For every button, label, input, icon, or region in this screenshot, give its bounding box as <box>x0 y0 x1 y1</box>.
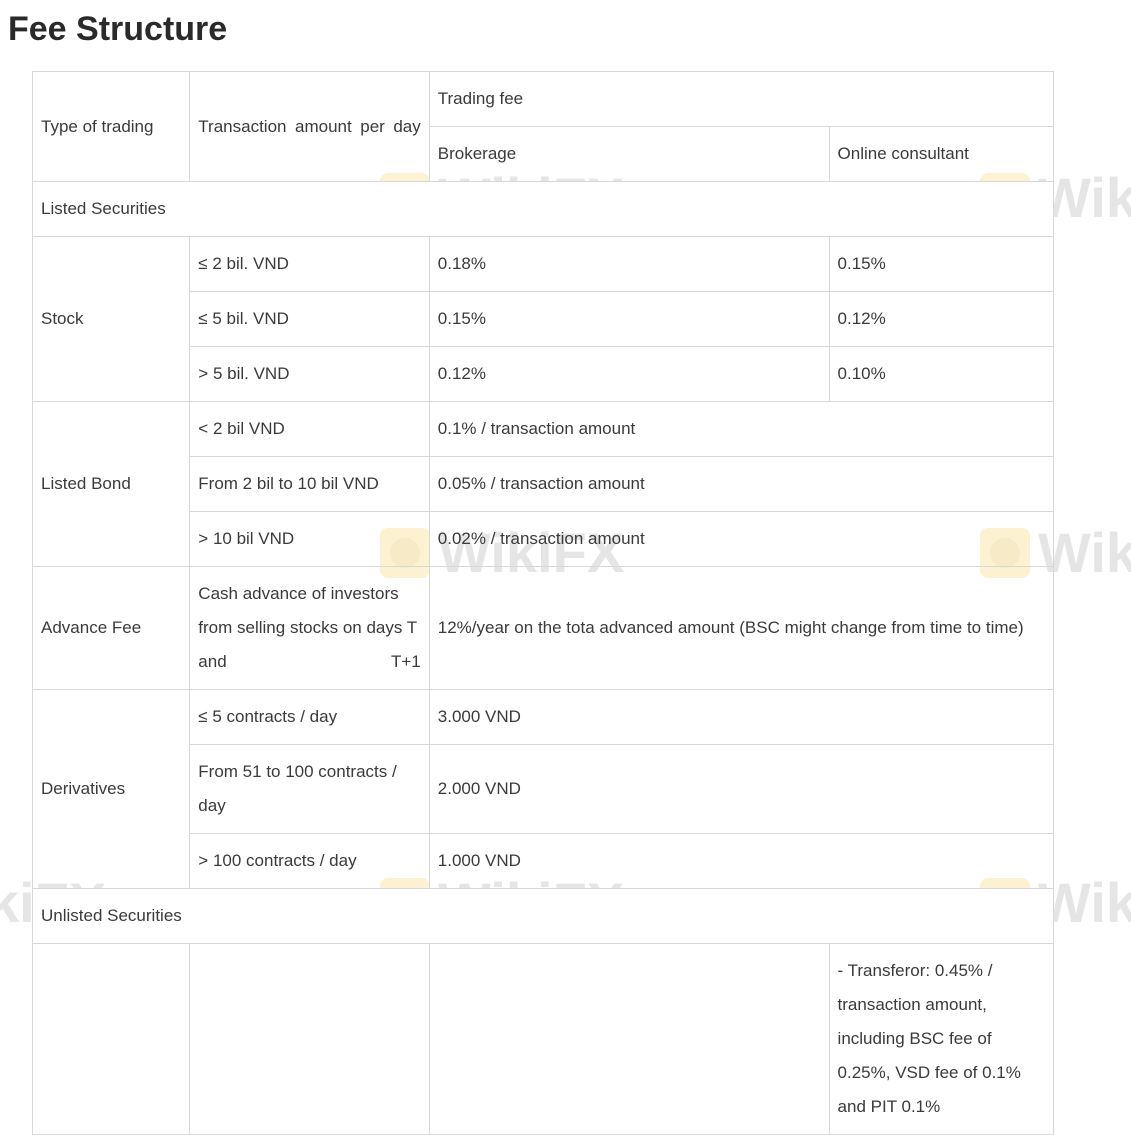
cell-amt: ≤ 2 bil. VND <box>190 237 429 292</box>
cell-online: 0.15% <box>829 237 1053 292</box>
section-unlisted-label: Unlisted Securities <box>33 889 1054 944</box>
cell-amt: ≤ 5 contracts / day <box>190 690 429 745</box>
cell-brokerage: 0.12% <box>429 347 829 402</box>
header-amount: Transaction amount per day <box>190 72 429 182</box>
header-brokerage: Brokerage <box>429 127 829 182</box>
cell-fee: 0.02% / transaction amount <box>429 512 1053 567</box>
cell-amt: > 10 bil VND <box>190 512 429 567</box>
table-row: Advance Fee Cash advance of investors fr… <box>33 567 1054 690</box>
table-header-row: Type of trading Transaction amount per d… <box>33 72 1054 127</box>
cell-amt: > 5 bil. VND <box>190 347 429 402</box>
section-unlisted: Unlisted Securities <box>33 889 1054 944</box>
cell-fee: 2.000 VND <box>429 745 1053 834</box>
cell-brokerage: 0.15% <box>429 292 829 347</box>
cell-fee: 0.1% / transaction amount <box>429 402 1053 457</box>
listed-bond-label: Listed Bond <box>33 402 190 567</box>
cell-fee: 3.000 VND <box>429 690 1053 745</box>
cell-online: - Transferor: 0.45% / transaction amount… <box>829 944 1053 1135</box>
fee-structure-table: Type of trading Transaction amount per d… <box>32 71 1054 1135</box>
cell-amt: > 100 contracts / day <box>190 834 429 889</box>
section-listed: Listed Securities <box>33 182 1054 237</box>
cell-empty <box>33 944 190 1135</box>
cell-amt: ≤ 5 bil. VND <box>190 292 429 347</box>
cell-amt: Cash advance of investors from selling s… <box>190 567 429 690</box>
header-type: Type of trading <box>33 72 190 182</box>
cell-online: 0.10% <box>829 347 1053 402</box>
table-row: - Transferor: 0.45% / transaction amount… <box>33 944 1054 1135</box>
header-online: Online consultant <box>829 127 1053 182</box>
header-trading-fee: Trading fee <box>429 72 1053 127</box>
table-row: Listed Bond < 2 bil VND 0.1% / transacti… <box>33 402 1054 457</box>
advance-fee-label: Advance Fee <box>33 567 190 690</box>
cell-fee: 0.05% / transaction amount <box>429 457 1053 512</box>
derivatives-label: Derivatives <box>33 690 190 889</box>
stock-label: Stock <box>33 237 190 402</box>
cell-fee: 12%/year on the tota advanced amount (BS… <box>429 567 1053 690</box>
cell-brokerage: 0.18% <box>429 237 829 292</box>
cell-amt: < 2 bil VND <box>190 402 429 457</box>
cell-online: 0.12% <box>829 292 1053 347</box>
section-listed-label: Listed Securities <box>33 182 1054 237</box>
cell-fee: 1.000 VND <box>429 834 1053 889</box>
cell-empty <box>429 944 829 1135</box>
cell-empty <box>190 944 429 1135</box>
cell-amt: From 2 bil to 10 bil VND <box>190 457 429 512</box>
table-row: Stock ≤ 2 bil. VND 0.18% 0.15% <box>33 237 1054 292</box>
table-row: Derivatives ≤ 5 contracts / day 3.000 VN… <box>33 690 1054 745</box>
page-title: Fee Structure <box>8 10 1123 49</box>
cell-amt: From 51 to 100 contracts / day <box>190 745 429 834</box>
